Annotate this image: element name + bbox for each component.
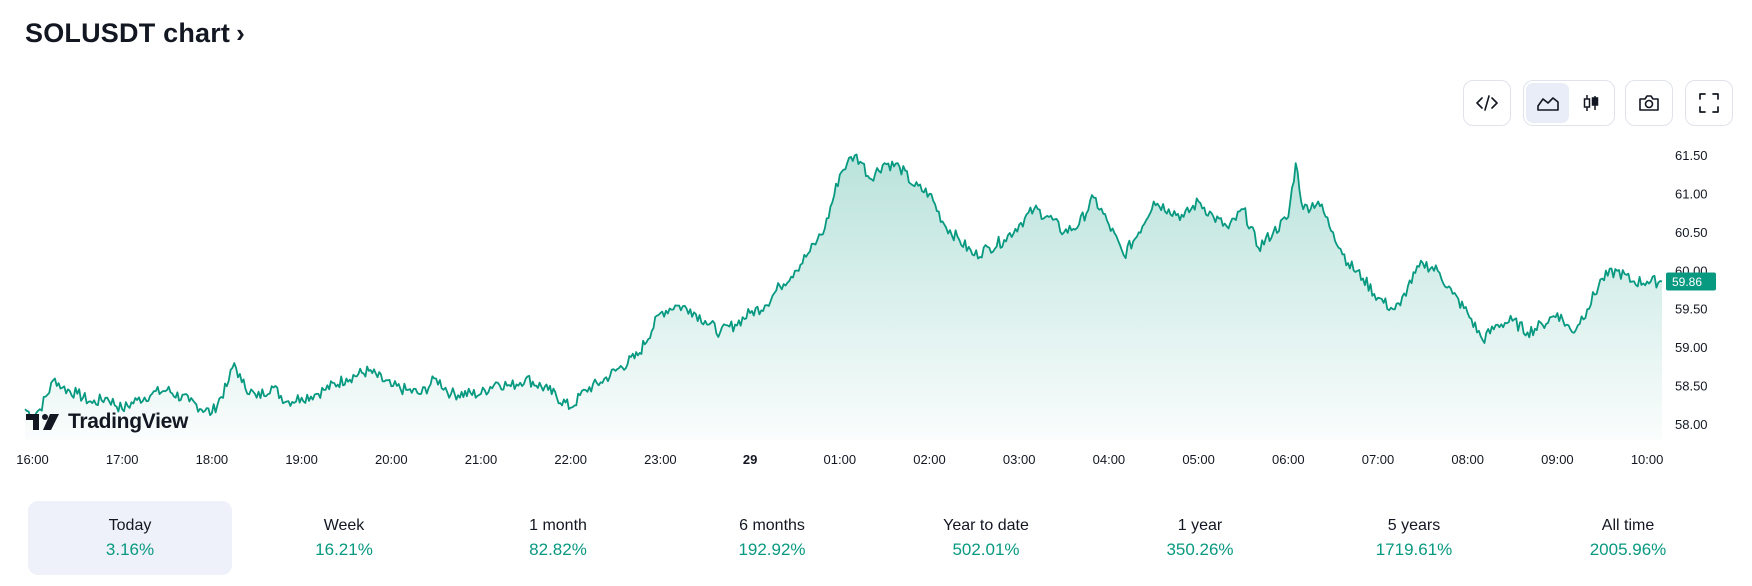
period-label: Today: [108, 516, 152, 534]
period-tab-6-months[interactable]: 6 months 192.92%: [670, 501, 874, 575]
x-axis-tick-label: 10:00: [1631, 452, 1664, 467]
x-axis-tick-label: 23:00: [644, 452, 677, 467]
x-axis-tick-label: 21:00: [465, 452, 498, 467]
candlestick-icon: [1583, 95, 1598, 111]
y-axis-tick-label: 61.00: [1675, 186, 1708, 201]
y-axis-tick-label: 60.50: [1675, 225, 1708, 240]
period-tab-year-to-date[interactable]: Year to date 502.01%: [884, 501, 1088, 575]
y-axis-tick-label: 58.00: [1675, 417, 1708, 432]
chart-title-link[interactable]: SOLUSDT chart ›: [25, 18, 245, 49]
period-label: All time: [1601, 516, 1655, 534]
x-axis-tick-label: 08:00: [1451, 452, 1484, 467]
period-change: 192.92%: [738, 539, 806, 559]
period-tabs: Today 3.16% Week 16.21% 1 month 82.82% 6…: [28, 501, 1740, 575]
svg-text:59.86: 59.86: [1672, 275, 1702, 289]
chevron-right-icon: ›: [236, 18, 245, 48]
fullscreen-icon: [1699, 93, 1719, 113]
period-tab-1-year[interactable]: 1 year 350.26%: [1098, 501, 1302, 575]
period-change: 350.26%: [1166, 539, 1234, 559]
period-label: 1 month: [529, 516, 587, 534]
x-axis-tick-label: 06:00: [1272, 452, 1305, 467]
x-axis-tick-label: 19:00: [285, 452, 318, 467]
period-tab-today[interactable]: Today 3.16%: [28, 501, 232, 575]
code-icon: [1476, 95, 1498, 111]
price-chart[interactable]: 58.0058.5059.0059.5060.0060.5061.0061.50…: [0, 140, 1752, 470]
period-tab-week[interactable]: Week 16.21%: [242, 501, 446, 575]
x-axis-tick-label: 03:00: [1003, 452, 1036, 467]
logo-text: TradingView: [68, 410, 189, 433]
camera-icon: [1639, 95, 1659, 111]
x-axis-tick-label: 20:00: [375, 452, 408, 467]
period-change: 502.01%: [952, 539, 1020, 559]
candlestick-button[interactable]: [1569, 83, 1612, 123]
page-title: SOLUSDT chart: [25, 18, 231, 48]
period-change: 16.21%: [315, 539, 373, 559]
y-axis-tick-label: 61.50: [1675, 148, 1708, 163]
area-chart-button[interactable]: [1526, 83, 1569, 123]
period-label: 5 years: [1387, 516, 1441, 534]
price-line: [24, 153, 1663, 420]
period-change: 1719.61%: [1375, 539, 1453, 559]
x-axis-tick-label: 09:00: [1541, 452, 1574, 467]
last-price-tag: 59.86: [1666, 272, 1716, 291]
snapshot-button[interactable]: [1626, 83, 1672, 123]
y-axis-tick-label: 59.00: [1675, 340, 1708, 355]
embed-toolbar: [1463, 80, 1511, 126]
price-area-fill: [25, 154, 1662, 440]
x-axis-tick-label: 29: [743, 452, 757, 467]
period-label: 1 year: [1177, 516, 1223, 534]
x-axis-tick-label: 18:00: [196, 452, 229, 467]
x-axis-tick-label: 04:00: [1093, 452, 1126, 467]
period-tab-1-month[interactable]: 1 month 82.82%: [456, 501, 660, 575]
x-axis-tick-label: 07:00: [1362, 452, 1395, 467]
fullscreen-button[interactable]: [1686, 83, 1732, 123]
x-axis-tick-label: 16:00: [16, 452, 49, 467]
x-axis-tick-label: 22:00: [554, 452, 587, 467]
tradingview-logo[interactable]: TradingView: [26, 410, 188, 434]
period-label: 6 months: [739, 516, 805, 534]
period-change: 2005.96%: [1589, 539, 1667, 559]
x-axis-tick-label: 01:00: [824, 452, 857, 467]
period-change: 3.16%: [105, 539, 155, 559]
chart-style-toolbar: [1523, 80, 1615, 126]
x-axis-tick-label: 05:00: [1182, 452, 1215, 467]
snapshot-toolbar: [1625, 80, 1673, 126]
x-axis-tick-label: 17:00: [106, 452, 139, 467]
period-change: 82.82%: [529, 539, 587, 559]
fullscreen-toolbar: [1685, 80, 1733, 126]
x-axis-tick-label: 02:00: [913, 452, 946, 467]
y-axis-tick-label: 59.50: [1675, 302, 1708, 317]
period-label: Week: [323, 516, 365, 534]
period-tab-all-time[interactable]: All time 2005.96%: [1526, 501, 1730, 575]
embed-button[interactable]: [1464, 83, 1510, 123]
tradingview-logo-icon: [26, 414, 59, 430]
period-label: Year to date: [943, 516, 1029, 534]
period-tab-5-years[interactable]: 5 years 1719.61%: [1312, 501, 1516, 575]
area-chart-icon: [1536, 97, 1559, 111]
y-axis-tick-label: 58.50: [1675, 379, 1708, 394]
